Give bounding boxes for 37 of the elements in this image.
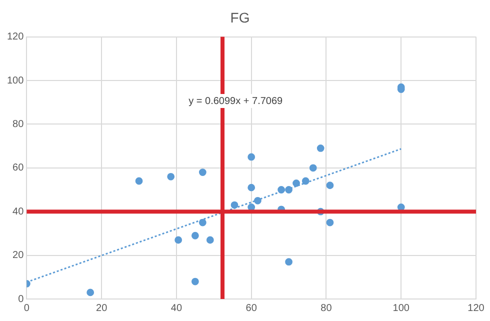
y-tick-label: 0 — [18, 294, 24, 305]
point — [198, 168, 206, 176]
point — [316, 144, 324, 152]
x-tick-label: 120 — [468, 302, 485, 314]
point — [248, 184, 256, 192]
y-tick-label: 100 — [6, 75, 24, 86]
point — [285, 258, 292, 266]
point — [326, 182, 334, 190]
point — [135, 177, 143, 185]
chart-title: FG — [230, 9, 250, 26]
point — [309, 164, 317, 172]
y-tick-label: 60 — [12, 162, 24, 174]
point — [191, 278, 199, 286]
point — [198, 218, 206, 226]
y-tick-label: 80 — [12, 118, 24, 130]
point — [167, 172, 175, 180]
point — [230, 201, 238, 209]
x-tick-label: 100 — [392, 302, 410, 314]
y-tick-label: 40 — [12, 206, 24, 218]
x-tick-label: 80 — [320, 302, 332, 314]
point — [174, 236, 182, 244]
point — [278, 186, 285, 194]
point — [326, 218, 334, 226]
x-tick-label: 40 — [170, 302, 182, 314]
annotation: y = 0.6099x + 7.7069 — [188, 96, 284, 107]
point — [206, 236, 214, 244]
y-tick-label: 120 — [6, 32, 24, 43]
point — [302, 177, 310, 185]
x-tick-label: 20 — [96, 302, 108, 314]
point — [254, 196, 262, 204]
x-tick-label: 60 — [246, 302, 258, 314]
point — [285, 186, 292, 194]
point — [248, 153, 256, 161]
point — [191, 232, 199, 240]
y-tick-label: 20 — [12, 250, 24, 262]
point — [86, 288, 94, 296]
point — [292, 179, 300, 187]
